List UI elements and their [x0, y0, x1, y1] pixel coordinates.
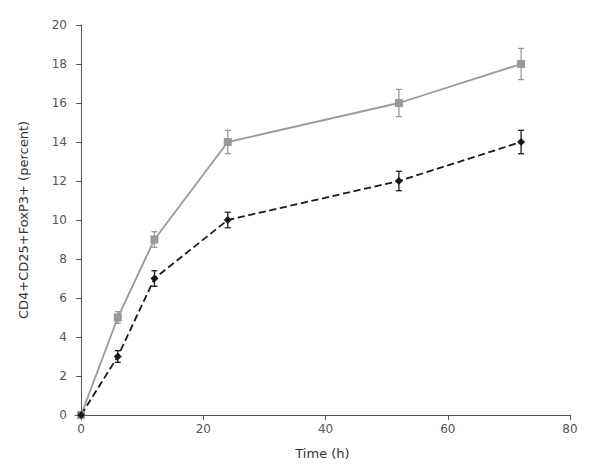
- svg-text:18: 18: [52, 57, 67, 71]
- svg-text:CD4+CD25+FoxP3+ (percent): CD4+CD25+FoxP3+ (percent): [16, 121, 31, 319]
- svg-text:10: 10: [52, 213, 67, 227]
- svg-text:0: 0: [77, 422, 85, 436]
- svg-text:14: 14: [52, 135, 67, 149]
- svg-text:80: 80: [562, 422, 577, 436]
- svg-text:16: 16: [52, 96, 67, 110]
- svg-text:40: 40: [318, 422, 333, 436]
- svg-text:60: 60: [440, 422, 455, 436]
- svg-text:Time (h): Time (h): [294, 446, 349, 461]
- svg-text:8: 8: [59, 252, 67, 266]
- svg-text:0: 0: [59, 408, 67, 422]
- svg-text:2: 2: [59, 369, 67, 383]
- svg-text:20: 20: [196, 422, 211, 436]
- svg-text:6: 6: [59, 291, 67, 305]
- svg-text:12: 12: [52, 174, 67, 188]
- svg-text:20: 20: [52, 18, 67, 32]
- svg-text:4: 4: [59, 330, 67, 344]
